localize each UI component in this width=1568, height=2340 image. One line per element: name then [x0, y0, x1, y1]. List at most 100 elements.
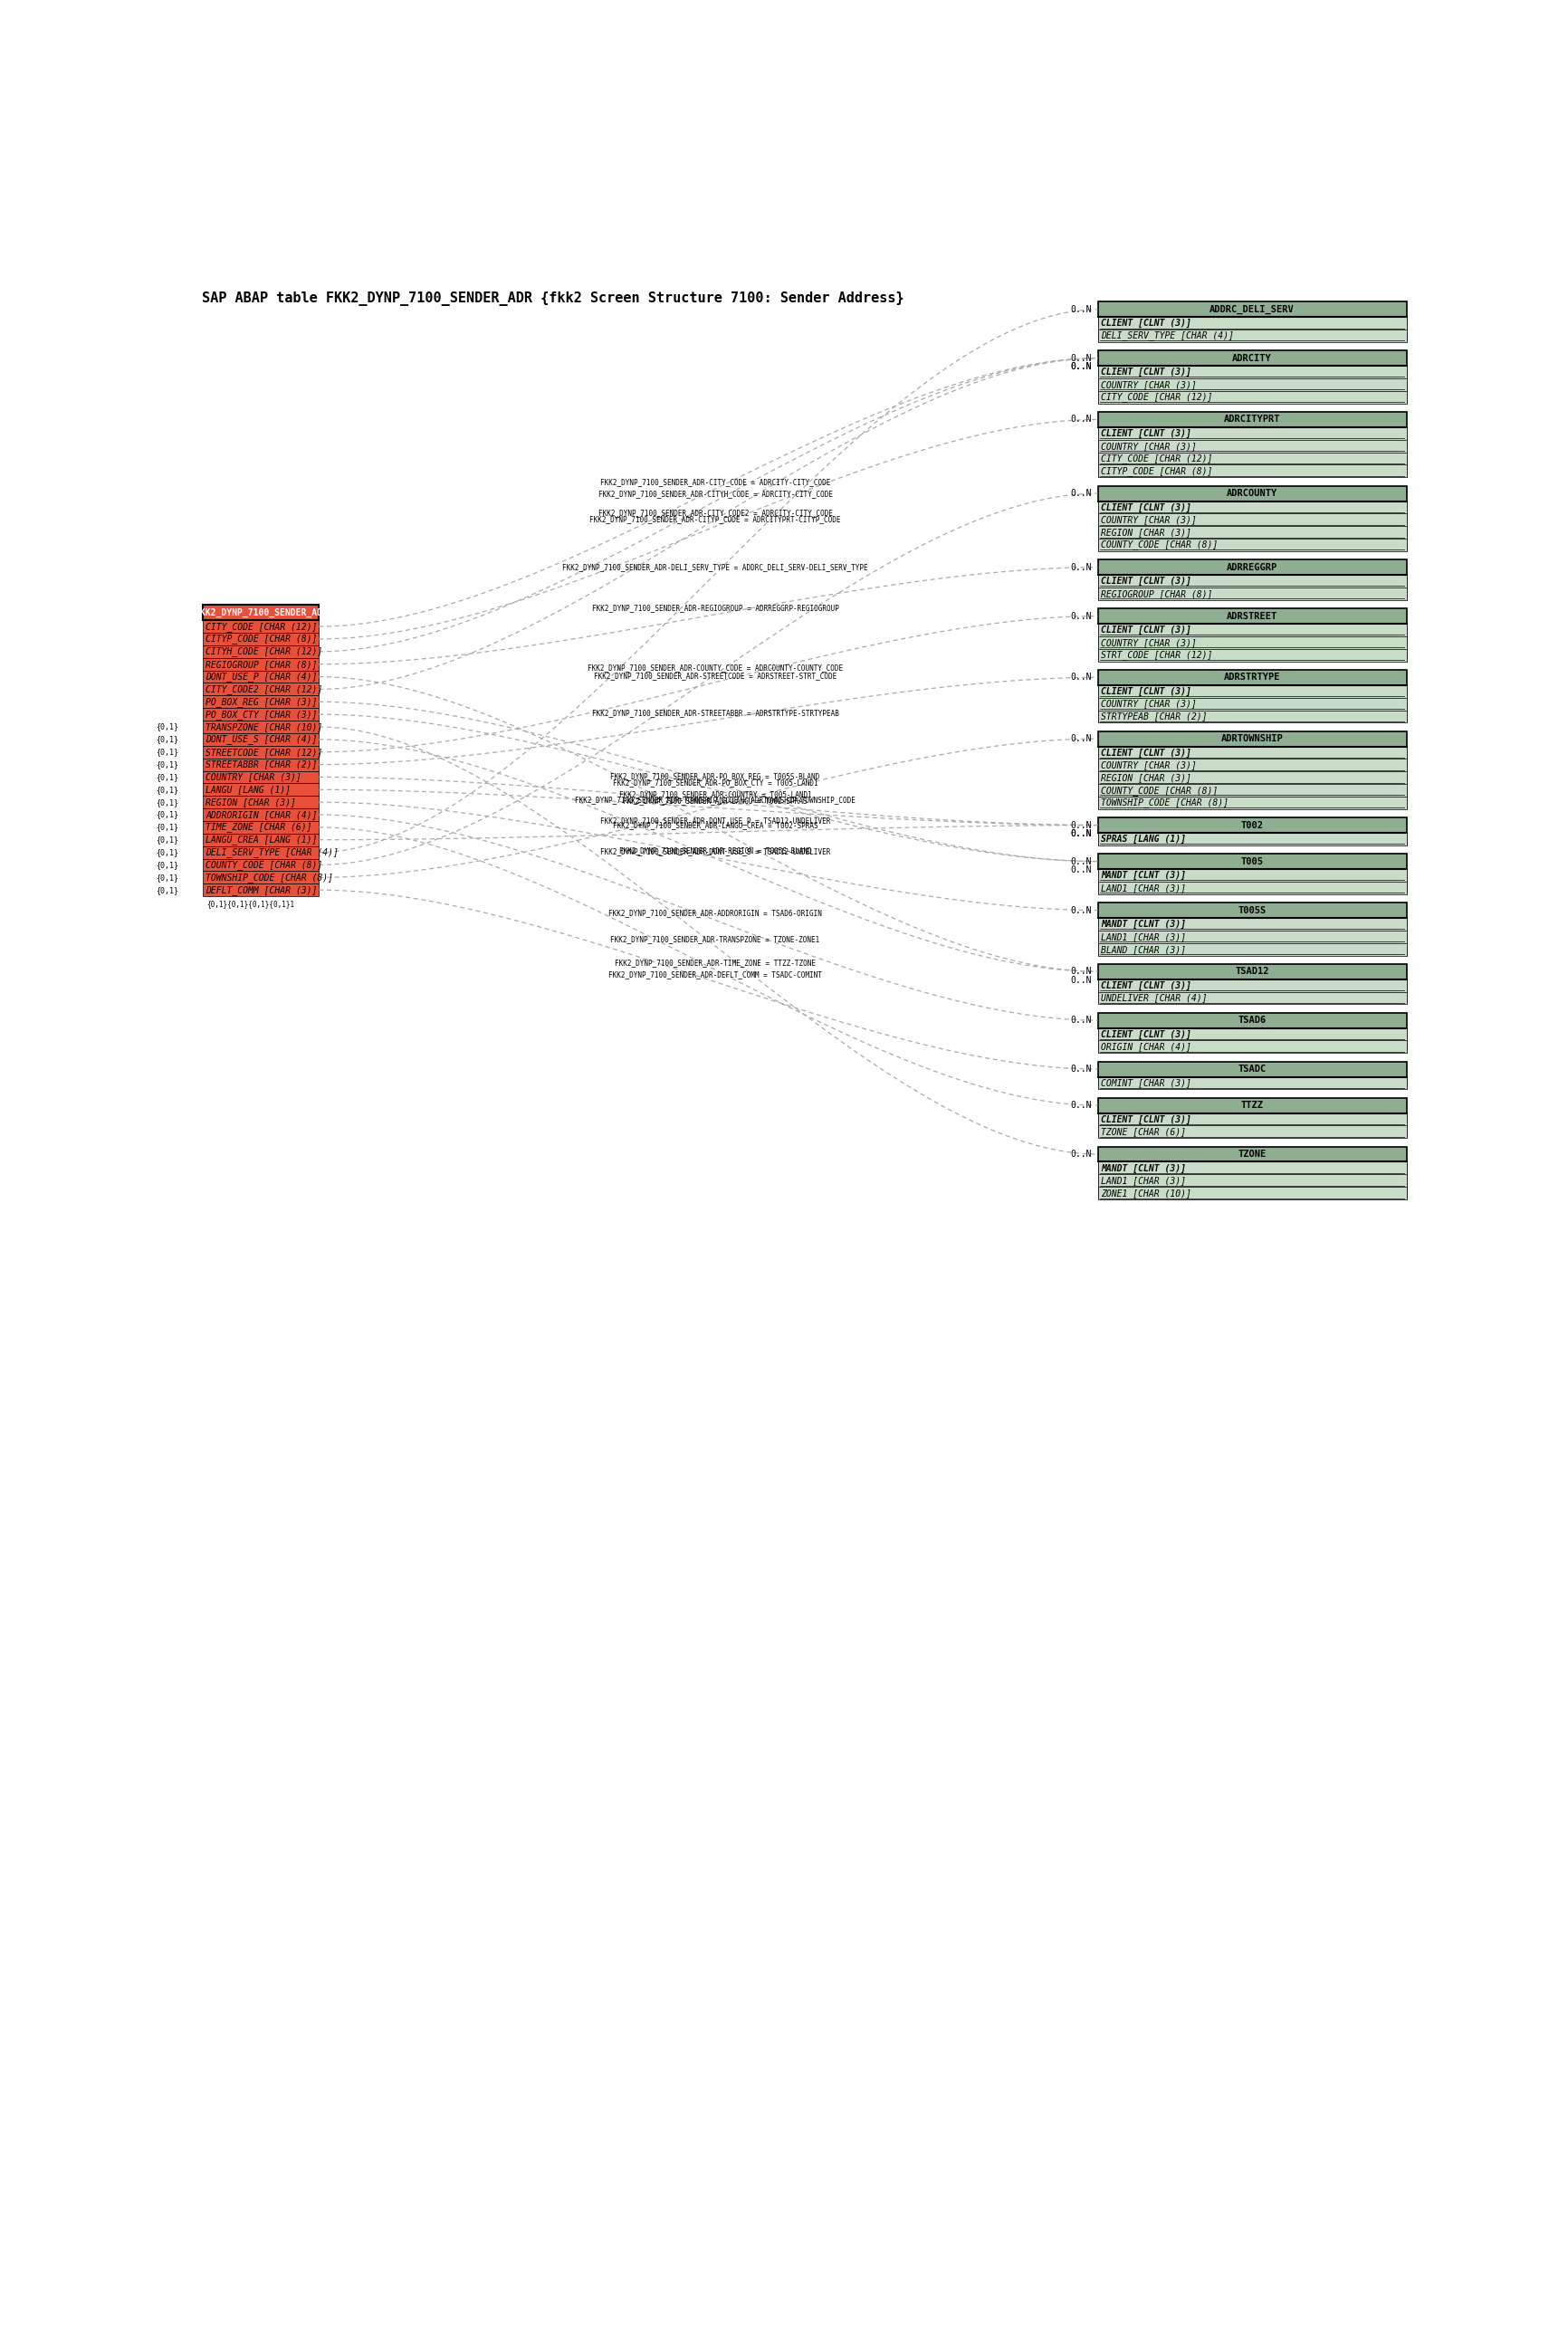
Bar [1098, 625, 1405, 636]
Text: 0..N: 0..N [1071, 562, 1091, 571]
Bar [1098, 526, 1405, 538]
Text: 0..N: 0..N [1071, 976, 1091, 985]
Bar [1098, 330, 1405, 342]
Text: FKK2_DYNP_7100_SENDER_ADR-CITY_CODE2 = ADRCITY-CITY_CODE: FKK2_DYNP_7100_SENDER_ADR-CITY_CODE2 = A… [597, 508, 833, 517]
Text: CITY_CODE [CHAR (12)]: CITY_CODE [CHAR (12)] [1101, 454, 1212, 463]
Text: T005S: T005S [1237, 906, 1265, 915]
Text: {0,1}: {0,1} [155, 786, 179, 793]
Text: 0..N: 0..N [1071, 1065, 1091, 1074]
Bar [1098, 559, 1405, 576]
Text: T002: T002 [1240, 821, 1262, 831]
Bar [1098, 931, 1405, 943]
Text: 0..N: 0..N [1071, 821, 1091, 831]
Bar [1098, 1027, 1405, 1041]
Text: CLIENT [CLNT (3)]: CLIENT [CLNT (3)] [1101, 749, 1192, 758]
Text: FKK2_DYNP_7100_SENDER_ADR-STREETCODE = ADRSTREET-STRT_CODE: FKK2_DYNP_7100_SENDER_ADR-STREETCODE = A… [593, 672, 836, 679]
Bar [202, 721, 318, 732]
Bar [1098, 1041, 1405, 1053]
Text: 0..N: 0..N [1071, 353, 1091, 363]
Bar [1098, 796, 1405, 810]
Bar [1098, 1126, 1405, 1137]
Text: FKK2_DYNP_7100_SENDER_ADR-STREETABBR = ADRSTRTYPE-STRTYPEAB: FKK2_DYNP_7100_SENDER_ADR-STREETABBR = A… [591, 709, 839, 716]
Bar [1098, 316, 1405, 330]
Bar [1098, 1163, 1405, 1175]
Bar [1098, 943, 1405, 955]
Text: CITY_CODE [CHAR (12)]: CITY_CODE [CHAR (12)] [205, 622, 317, 632]
Text: COUNTY_CODE [CHAR (8)]: COUNTY_CODE [CHAR (8)] [1101, 541, 1217, 550]
Bar [202, 646, 318, 658]
Text: 0..N: 0..N [1071, 414, 1091, 424]
Bar [1098, 669, 1405, 686]
Text: FKK2_DYNP_7100_SENDER_ADR-COUNTRY = T005-LAND1: FKK2_DYNP_7100_SENDER_ADR-COUNTRY = T005… [618, 791, 811, 798]
Text: COUNTRY [CHAR (3)]: COUNTRY [CHAR (3)] [205, 772, 301, 782]
Bar [1098, 512, 1405, 526]
Text: FKK2_DYNP_7100_SENDER_ADR-ADDRORIGIN = TSAD6-ORIGIN: FKK2_DYNP_7100_SENDER_ADR-ADDRORIGIN = T… [608, 910, 822, 917]
Bar [1098, 854, 1405, 868]
Text: CLIENT [CLNT (3)]: CLIENT [CLNT (3)] [1101, 367, 1192, 377]
Text: FKK2_DYNP_7100_SENDER_ADR-DONT_USE_P = TSAD12-UNDELIVER: FKK2_DYNP_7100_SENDER_ADR-DONT_USE_P = T… [599, 817, 829, 826]
Text: {0,1}: {0,1} [155, 798, 179, 807]
Text: STRT_CODE [CHAR (12)]: STRT_CODE [CHAR (12)] [1101, 651, 1212, 660]
Text: {0,1}: {0,1} [155, 873, 179, 882]
Text: LAND1 [CHAR (3)]: LAND1 [CHAR (3)] [1101, 1177, 1185, 1184]
Bar [1098, 903, 1405, 917]
Text: CITYP_CODE [CHAR (8)]: CITYP_CODE [CHAR (8)] [1101, 466, 1212, 475]
Bar [1098, 636, 1405, 648]
Bar [1098, 1175, 1405, 1186]
Text: {0,1}: {0,1} [155, 849, 179, 856]
Text: 0..N: 0..N [1071, 866, 1091, 875]
Bar [1098, 365, 1405, 379]
Text: FKK2_DYNP_7100_SENDER_ADR-REGION = T005S-BLAND: FKK2_DYNP_7100_SENDER_ADR-REGION = T005S… [618, 847, 811, 854]
Text: TSAD6: TSAD6 [1237, 1016, 1265, 1025]
Text: CLIENT [CLNT (3)]: CLIENT [CLNT (3)] [1101, 1030, 1192, 1039]
Bar [1098, 709, 1405, 723]
Text: DONT_USE_P [CHAR (4)]: DONT_USE_P [CHAR (4)] [205, 672, 317, 681]
Bar [1098, 992, 1405, 1004]
Text: 0..N: 0..N [1071, 906, 1091, 915]
Bar [202, 606, 318, 620]
Bar [1098, 817, 1405, 833]
Bar [202, 821, 318, 833]
Text: COMINT [CHAR (3)]: COMINT [CHAR (3)] [1101, 1079, 1192, 1088]
Text: CLIENT [CLNT (3)]: CLIENT [CLNT (3)] [1101, 625, 1192, 634]
Text: LAND1 [CHAR (3)]: LAND1 [CHAR (3)] [1101, 931, 1185, 941]
Bar [202, 709, 318, 721]
Text: FKK2_DYNP_7100_SENDER_ADR-LANGU = T002-SPRAS: FKK2_DYNP_7100_SENDER_ADR-LANGU = T002-S… [622, 798, 808, 805]
Text: BLAND [CHAR (3)]: BLAND [CHAR (3)] [1101, 945, 1185, 955]
Text: 0..N: 0..N [1071, 828, 1091, 838]
Text: CITY_CODE2 [CHAR (12)]: CITY_CODE2 [CHAR (12)] [205, 683, 323, 695]
Bar [1098, 412, 1405, 428]
Text: PO_BOX_REG [CHAR (3)]: PO_BOX_REG [CHAR (3)] [205, 697, 317, 707]
Text: CITYH_CODE [CHAR (12)]: CITYH_CODE [CHAR (12)] [205, 646, 323, 658]
Text: 0..N: 0..N [1071, 856, 1091, 866]
Text: ZONE1 [CHAR (10)]: ZONE1 [CHAR (10)] [1101, 1189, 1192, 1198]
Text: COUNTRY [CHAR (3)]: COUNTRY [CHAR (3)] [1101, 639, 1196, 648]
Text: FKK2_DYNP_7100_SENDER_ADR-LANGU_CREA = T002-SPRAS: FKK2_DYNP_7100_SENDER_ADR-LANGU_CREA = T… [612, 821, 817, 828]
Text: 0..N: 0..N [1071, 735, 1091, 744]
Bar [1098, 784, 1405, 796]
Bar [202, 758, 318, 770]
Text: SAP ABAP table FKK2_DYNP_7100_SENDER_ADR {fkk2 Screen Structure 7100: Sender Add: SAP ABAP table FKK2_DYNP_7100_SENDER_ADR… [202, 290, 903, 307]
Text: COUNTY_CODE [CHAR (8)]: COUNTY_CODE [CHAR (8)] [205, 861, 323, 870]
Bar [1098, 576, 1405, 587]
Text: COUNTRY [CHAR (3)]: COUNTRY [CHAR (3)] [1101, 760, 1196, 770]
Text: DEFLT_COMM [CHAR (3)]: DEFLT_COMM [CHAR (3)] [205, 885, 317, 894]
Text: 0..N: 0..N [1071, 1149, 1091, 1158]
Text: FKK2_DYNP_7100_SENDER_ADR-TIME_ZONE = TTZZ-TZONE: FKK2_DYNP_7100_SENDER_ADR-TIME_ZONE = TT… [615, 959, 815, 966]
Bar [202, 732, 318, 746]
Text: FKK2_DYNP_7100_SENDER_ADR-CITY_CODE = ADRCITY-CITY_CODE: FKK2_DYNP_7100_SENDER_ADR-CITY_CODE = AD… [599, 477, 829, 487]
Bar [1098, 1186, 1405, 1200]
Text: CLIENT [CLNT (3)]: CLIENT [CLNT (3)] [1101, 428, 1192, 438]
Bar [1098, 882, 1405, 894]
Text: TSAD12: TSAD12 [1234, 966, 1269, 976]
Text: CLIENT [CLNT (3)]: CLIENT [CLNT (3)] [1101, 980, 1192, 990]
Text: FKK2_DYNP_7100_SENDER_ADR-REGIOGROUP = ADRREGGRP-REGIOGROUP: FKK2_DYNP_7100_SENDER_ADR-REGIOGROUP = A… [591, 604, 839, 611]
Bar [1098, 917, 1405, 931]
Bar [202, 784, 318, 796]
Bar [1098, 351, 1405, 365]
Text: 0..N: 0..N [1071, 489, 1091, 498]
Text: REGIOGROUP [CHAR (8)]: REGIOGROUP [CHAR (8)] [205, 660, 317, 669]
Text: 0..N: 0..N [1071, 363, 1091, 372]
Bar [1098, 538, 1405, 552]
Bar [1098, 379, 1405, 391]
